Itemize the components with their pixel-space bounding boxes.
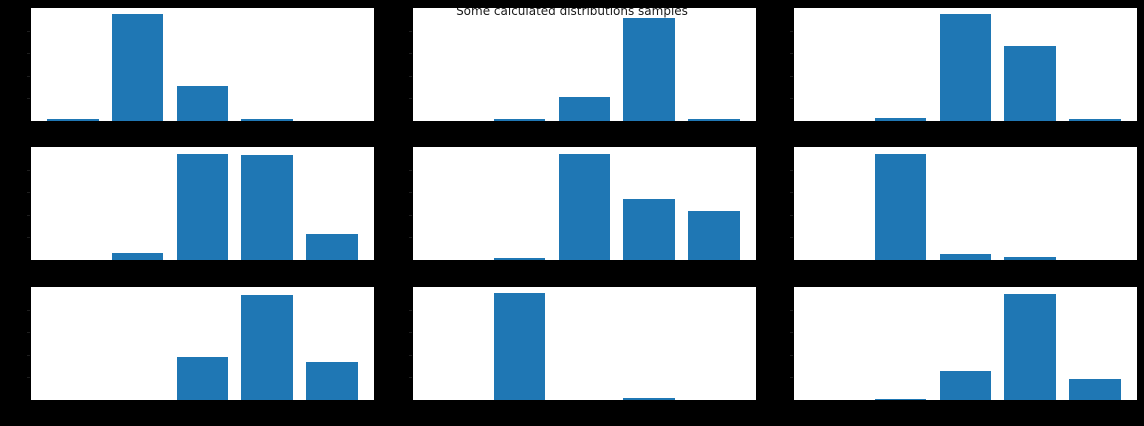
bar <box>493 292 546 400</box>
y-axis-tick <box>27 332 30 333</box>
y-axis-tick <box>790 98 793 99</box>
y-axis-tick <box>409 215 412 216</box>
y-axis-tick <box>790 237 793 238</box>
bar <box>493 118 546 121</box>
bar <box>874 153 927 260</box>
subplot-r1c0 <box>27 147 374 260</box>
bar <box>241 118 294 121</box>
y-axis-tick <box>790 332 793 333</box>
bar <box>46 118 99 121</box>
y-axis-tick <box>409 192 412 193</box>
y-axis-tick <box>27 192 30 193</box>
y-axis-tick <box>790 31 793 32</box>
y-axis-tick <box>409 31 412 32</box>
y-axis-tick <box>409 377 412 378</box>
bar <box>1004 293 1057 400</box>
bar <box>306 361 359 400</box>
y-axis-tick <box>790 215 793 216</box>
bar <box>493 257 546 260</box>
bar <box>306 234 359 260</box>
y-axis-tick <box>790 170 793 171</box>
y-axis-tick <box>790 192 793 193</box>
y-axis-tick <box>27 31 30 32</box>
bar <box>176 85 229 121</box>
subplot-r1c1 <box>409 147 756 260</box>
y-axis-tick <box>790 53 793 54</box>
bar <box>939 370 992 400</box>
y-axis-tick <box>790 355 793 356</box>
y-axis-tick <box>409 355 412 356</box>
bar <box>623 198 676 260</box>
bar <box>874 398 927 400</box>
y-axis-tick <box>27 377 30 378</box>
bar <box>241 294 294 400</box>
bar <box>1004 256 1057 260</box>
bar <box>111 13 164 121</box>
top-clip-strip <box>0 0 1144 8</box>
subplot-r0c1 <box>409 8 756 121</box>
y-axis-tick <box>27 237 30 238</box>
bar <box>623 397 676 400</box>
subplot-r2c0 <box>27 287 374 400</box>
bar <box>1069 118 1122 121</box>
bar <box>688 118 741 121</box>
subplot-r0c2 <box>790 8 1137 121</box>
y-axis-tick <box>790 310 793 311</box>
y-axis-tick <box>409 332 412 333</box>
y-axis-tick <box>27 53 30 54</box>
y-axis-tick <box>790 377 793 378</box>
y-axis-tick <box>27 355 30 356</box>
bar <box>241 154 294 260</box>
bar <box>111 253 164 260</box>
bar <box>939 13 992 121</box>
y-axis-tick <box>27 215 30 216</box>
bar <box>939 254 992 260</box>
y-axis-tick <box>409 53 412 54</box>
y-axis-tick <box>27 170 30 171</box>
bar <box>623 18 676 121</box>
bar <box>176 153 229 260</box>
y-axis-tick <box>409 98 412 99</box>
y-axis-tick <box>409 237 412 238</box>
subplot-r2c2 <box>790 287 1137 400</box>
y-axis-tick <box>409 310 412 311</box>
subplot-r1c2 <box>790 147 1137 260</box>
subplot-r2c1 <box>409 287 756 400</box>
bar <box>176 357 229 400</box>
y-axis-tick <box>409 76 412 77</box>
bar <box>1069 378 1122 400</box>
bar <box>558 97 611 121</box>
bar <box>1004 46 1057 121</box>
y-axis-tick <box>409 170 412 171</box>
y-axis-tick <box>27 310 30 311</box>
y-axis-tick <box>27 76 30 77</box>
y-axis-tick <box>27 98 30 99</box>
bar <box>558 153 611 260</box>
y-axis-tick <box>790 76 793 77</box>
bar <box>874 117 927 121</box>
bar <box>688 211 741 260</box>
subplot-r0c0 <box>27 8 374 121</box>
